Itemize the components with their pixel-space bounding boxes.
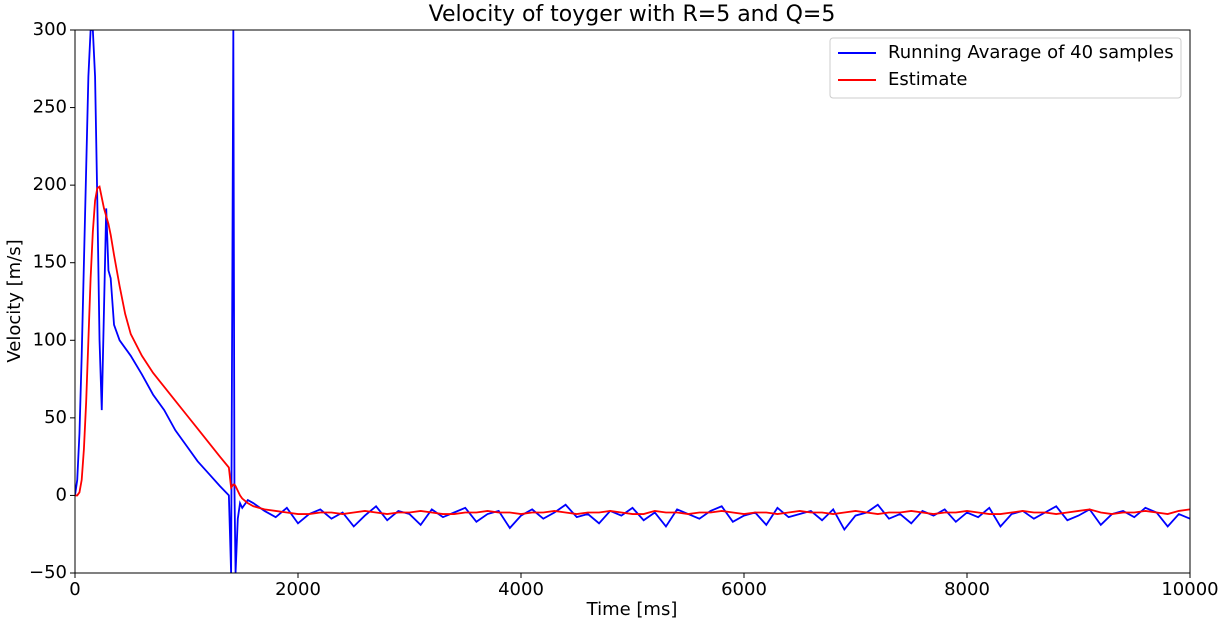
y-axis-label: Velocity [m/s] xyxy=(4,239,25,362)
legend-label: Estimate xyxy=(888,69,968,90)
series-line xyxy=(75,185,1190,515)
y-tick-label: 200 xyxy=(33,174,67,195)
x-tick-label: 10000 xyxy=(1161,579,1218,600)
x-tick-label: 2000 xyxy=(275,579,321,600)
y-tick-label: 300 xyxy=(33,19,67,40)
y-tick-label: 0 xyxy=(56,484,67,505)
series-line xyxy=(75,30,1190,573)
x-axis-label: Time [ms] xyxy=(586,599,678,620)
chart-title: Velocity of toyger with R=5 and Q=5 xyxy=(429,2,836,27)
legend-label: Running Avarage of 40 samples xyxy=(888,42,1174,63)
x-tick-label: 0 xyxy=(69,579,80,600)
x-tick-label: 4000 xyxy=(498,579,544,600)
legend-box xyxy=(829,37,1182,99)
x-tick-label: 6000 xyxy=(721,579,767,600)
y-tick-label: −50 xyxy=(29,562,67,583)
y-tick-label: 100 xyxy=(33,329,67,350)
x-tick-label: 8000 xyxy=(944,579,990,600)
plot-frame xyxy=(74,29,1191,574)
y-tick-label: 150 xyxy=(33,252,67,273)
y-tick-label: 50 xyxy=(44,407,67,428)
y-tick-label: 250 xyxy=(33,97,67,118)
